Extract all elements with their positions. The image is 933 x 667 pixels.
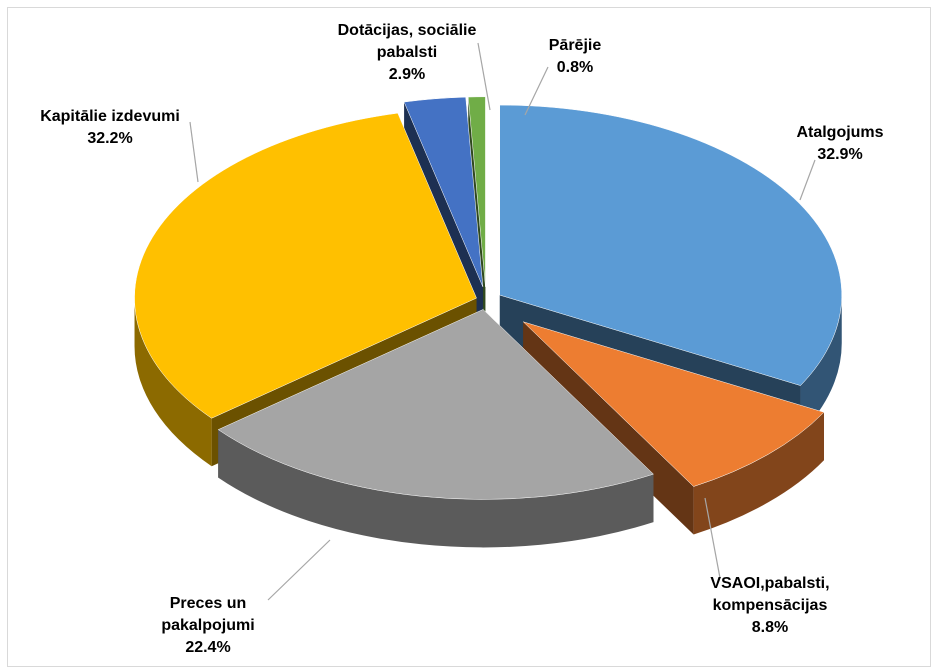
slice-preces-un-pakalpojumi — [217, 309, 654, 500]
data-label-name: Pārējie — [549, 37, 602, 54]
slice-kapit-lie-izdevumi — [134, 112, 477, 419]
data-label-name: Preces un — [170, 595, 246, 612]
data-label-3: Kapitālie izdevumi 32.2% — [40, 108, 180, 147]
data-label-2: Preces un pakalpojumi 22.4% — [161, 595, 254, 656]
pie-tops — [134, 96, 842, 500]
data-label-4: Dotācijas, sociālie pabalsti 2.9% — [338, 22, 477, 83]
data-label-value: 32.9% — [817, 146, 862, 163]
slice-side-0-0 — [800, 295, 842, 434]
leader-line-5 — [524, 66, 549, 116]
slice-side-2-0 — [218, 429, 654, 548]
leader-line-1 — [704, 497, 721, 579]
data-label-name: pabalsti — [377, 44, 437, 61]
leader-line-4 — [477, 42, 491, 111]
slice-vsaoi-pabalsti-kompens-cijas — [523, 321, 825, 487]
data-label-5: Pārējie 0.8% — [549, 37, 602, 76]
data-label-value: 8.8% — [752, 619, 788, 636]
data-label-value: 22.4% — [185, 639, 230, 656]
data-label-value: 32.2% — [87, 130, 132, 147]
data-label-0: Atalgojums 32.9% — [796, 124, 883, 163]
slice-side-3-0 — [134, 298, 212, 467]
data-label-name: Atalgojums — [796, 124, 883, 141]
data-label-name: Kapitālie izdevumi — [40, 108, 180, 125]
leader-line-2 — [267, 539, 331, 601]
data-label-1: VSAOI,pabalsti, kompensācijas 8.8% — [710, 575, 829, 636]
data-labels: Atalgojums 32.9% VSAOI,pabalsti, kompensāci… — [40, 22, 883, 656]
data-label-value: 2.9% — [389, 66, 425, 83]
leader-line-0 — [799, 159, 816, 201]
data-label-name: VSAOI,pabalsti, — [710, 575, 829, 592]
data-label-name: Dotācijas, sociālie — [338, 22, 477, 39]
slice-dot-cijas-soci-lie-pabalsti — [403, 96, 484, 288]
slice-side-1-0 — [693, 412, 824, 535]
slice-p-r-jie — [467, 96, 486, 287]
data-label-name: kompensācijas — [713, 597, 828, 614]
slice-atalgojums — [499, 104, 842, 386]
leader-line-3 — [189, 121, 199, 183]
data-label-name: pakalpojumi — [161, 617, 254, 634]
data-label-value: 0.8% — [557, 59, 593, 76]
